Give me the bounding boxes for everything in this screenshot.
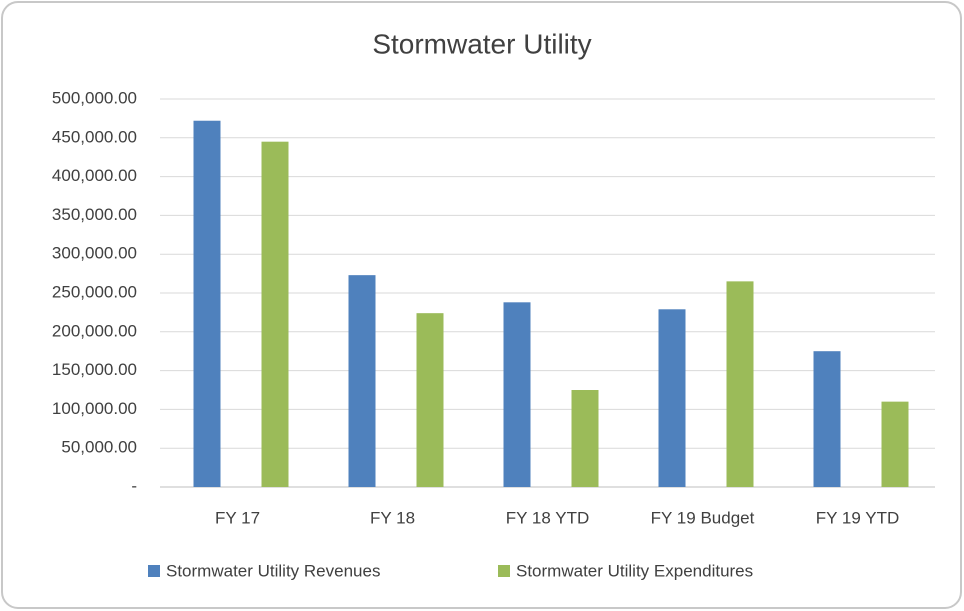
y-tick-label: - [131,476,137,495]
bar [416,313,444,487]
x-tick-label: FY 19 Budget [651,508,755,527]
bar [261,141,289,487]
bar [658,309,686,487]
y-tick-label: 300,000.00 [52,244,137,263]
bar [193,120,221,487]
x-tick-label: FY 18 [370,508,415,527]
legend-swatch [148,565,160,577]
y-tick-label: 250,000.00 [52,282,137,301]
bar [348,275,376,487]
y-tick-label: 350,000.00 [52,205,137,224]
legend-label: Stormwater Utility Expenditures [516,561,753,580]
y-tick-label: 500,000.00 [52,88,137,107]
bar [726,281,754,487]
bar [813,351,841,487]
x-tick-label: FY 19 YTD [816,508,899,527]
bar [881,401,909,487]
y-tick-label: 50,000.00 [61,438,137,457]
legend-swatch [498,565,510,577]
bar [571,390,599,487]
x-tick-label: FY 18 YTD [506,508,589,527]
legend-label: Stormwater Utility Revenues [166,561,380,580]
y-tick-label: 100,000.00 [52,399,137,418]
y-tick-label: 150,000.00 [52,360,137,379]
chart-title: Stormwater Utility [372,28,591,59]
x-tick-label: FY 17 [215,508,260,527]
y-tick-label: 400,000.00 [52,166,137,185]
y-tick-label: 200,000.00 [52,321,137,340]
bar [503,302,531,487]
y-tick-label: 450,000.00 [52,127,137,146]
